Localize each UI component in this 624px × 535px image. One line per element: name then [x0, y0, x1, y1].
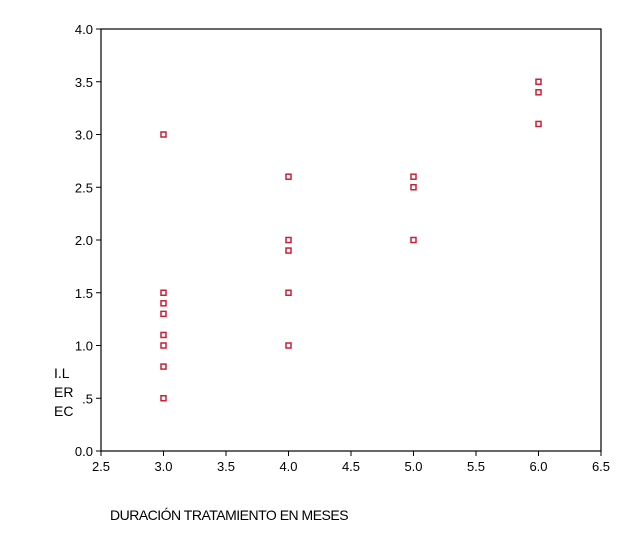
- data-point: [535, 120, 542, 128]
- data-point: [160, 363, 167, 370]
- y-axis-label-line-3: EC: [54, 403, 73, 419]
- data-point: [160, 300, 167, 307]
- data-point: [160, 131, 167, 138]
- y-tick-label: 3.0: [75, 128, 93, 143]
- data-point: [410, 236, 417, 244]
- data-point: [410, 184, 417, 191]
- x-tick-label: 5.0: [404, 459, 422, 474]
- y-tick-label: 2.5: [75, 180, 93, 195]
- data-point: [285, 342, 292, 349]
- x-tick-label: 4.5: [342, 459, 360, 474]
- y-axis-label-line-1: I.L: [54, 365, 70, 381]
- plot-frame: [100, 28, 602, 452]
- data-point: [535, 89, 542, 96]
- x-axis-label: DURACIÓN TRATAMIENTO EN MESES: [110, 507, 348, 523]
- data-point: [285, 247, 292, 254]
- data-points: [160, 78, 542, 402]
- data-point: [160, 342, 167, 349]
- data-point: [160, 310, 167, 318]
- x-tick-label: 6.5: [592, 459, 610, 474]
- data-point: [535, 78, 542, 85]
- x-tick-label: 2.5: [92, 459, 110, 474]
- y-tick-label: 1.0: [75, 339, 93, 354]
- data-point: [160, 395, 167, 402]
- x-tick-label: 6.0: [529, 459, 547, 474]
- x-tick-label: 3.0: [154, 459, 172, 474]
- data-point: [160, 289, 167, 296]
- x-tick-label: 5.5: [467, 459, 485, 474]
- y-tick-label: 2.0: [75, 233, 93, 248]
- y-axis-label-line-2: ER: [54, 384, 73, 400]
- y-tick-label: 4.0: [75, 22, 93, 37]
- x-tick-label: 3.5: [217, 459, 235, 474]
- x-axis: 2.5 3.0 3.5 4.0 4.5 5.0 5.5 6.0 6.5: [92, 451, 610, 474]
- y-tick-label: 0.0: [75, 444, 93, 459]
- data-point: [160, 331, 167, 339]
- y-tick-label: 3.5: [75, 75, 93, 90]
- x-tick-label: 4.0: [279, 459, 297, 474]
- y-axis-label: I.L ER EC: [54, 365, 73, 419]
- y-tick-label: .5: [82, 391, 93, 406]
- data-point: [285, 236, 292, 244]
- y-axis: 0.0 .5 1.0 1.5 2.0 2.5 3.0 3.5 4.0: [75, 22, 101, 459]
- data-point: [410, 173, 417, 180]
- data-point: [285, 173, 292, 180]
- y-tick-label: 1.5: [75, 286, 93, 301]
- data-point: [285, 289, 292, 296]
